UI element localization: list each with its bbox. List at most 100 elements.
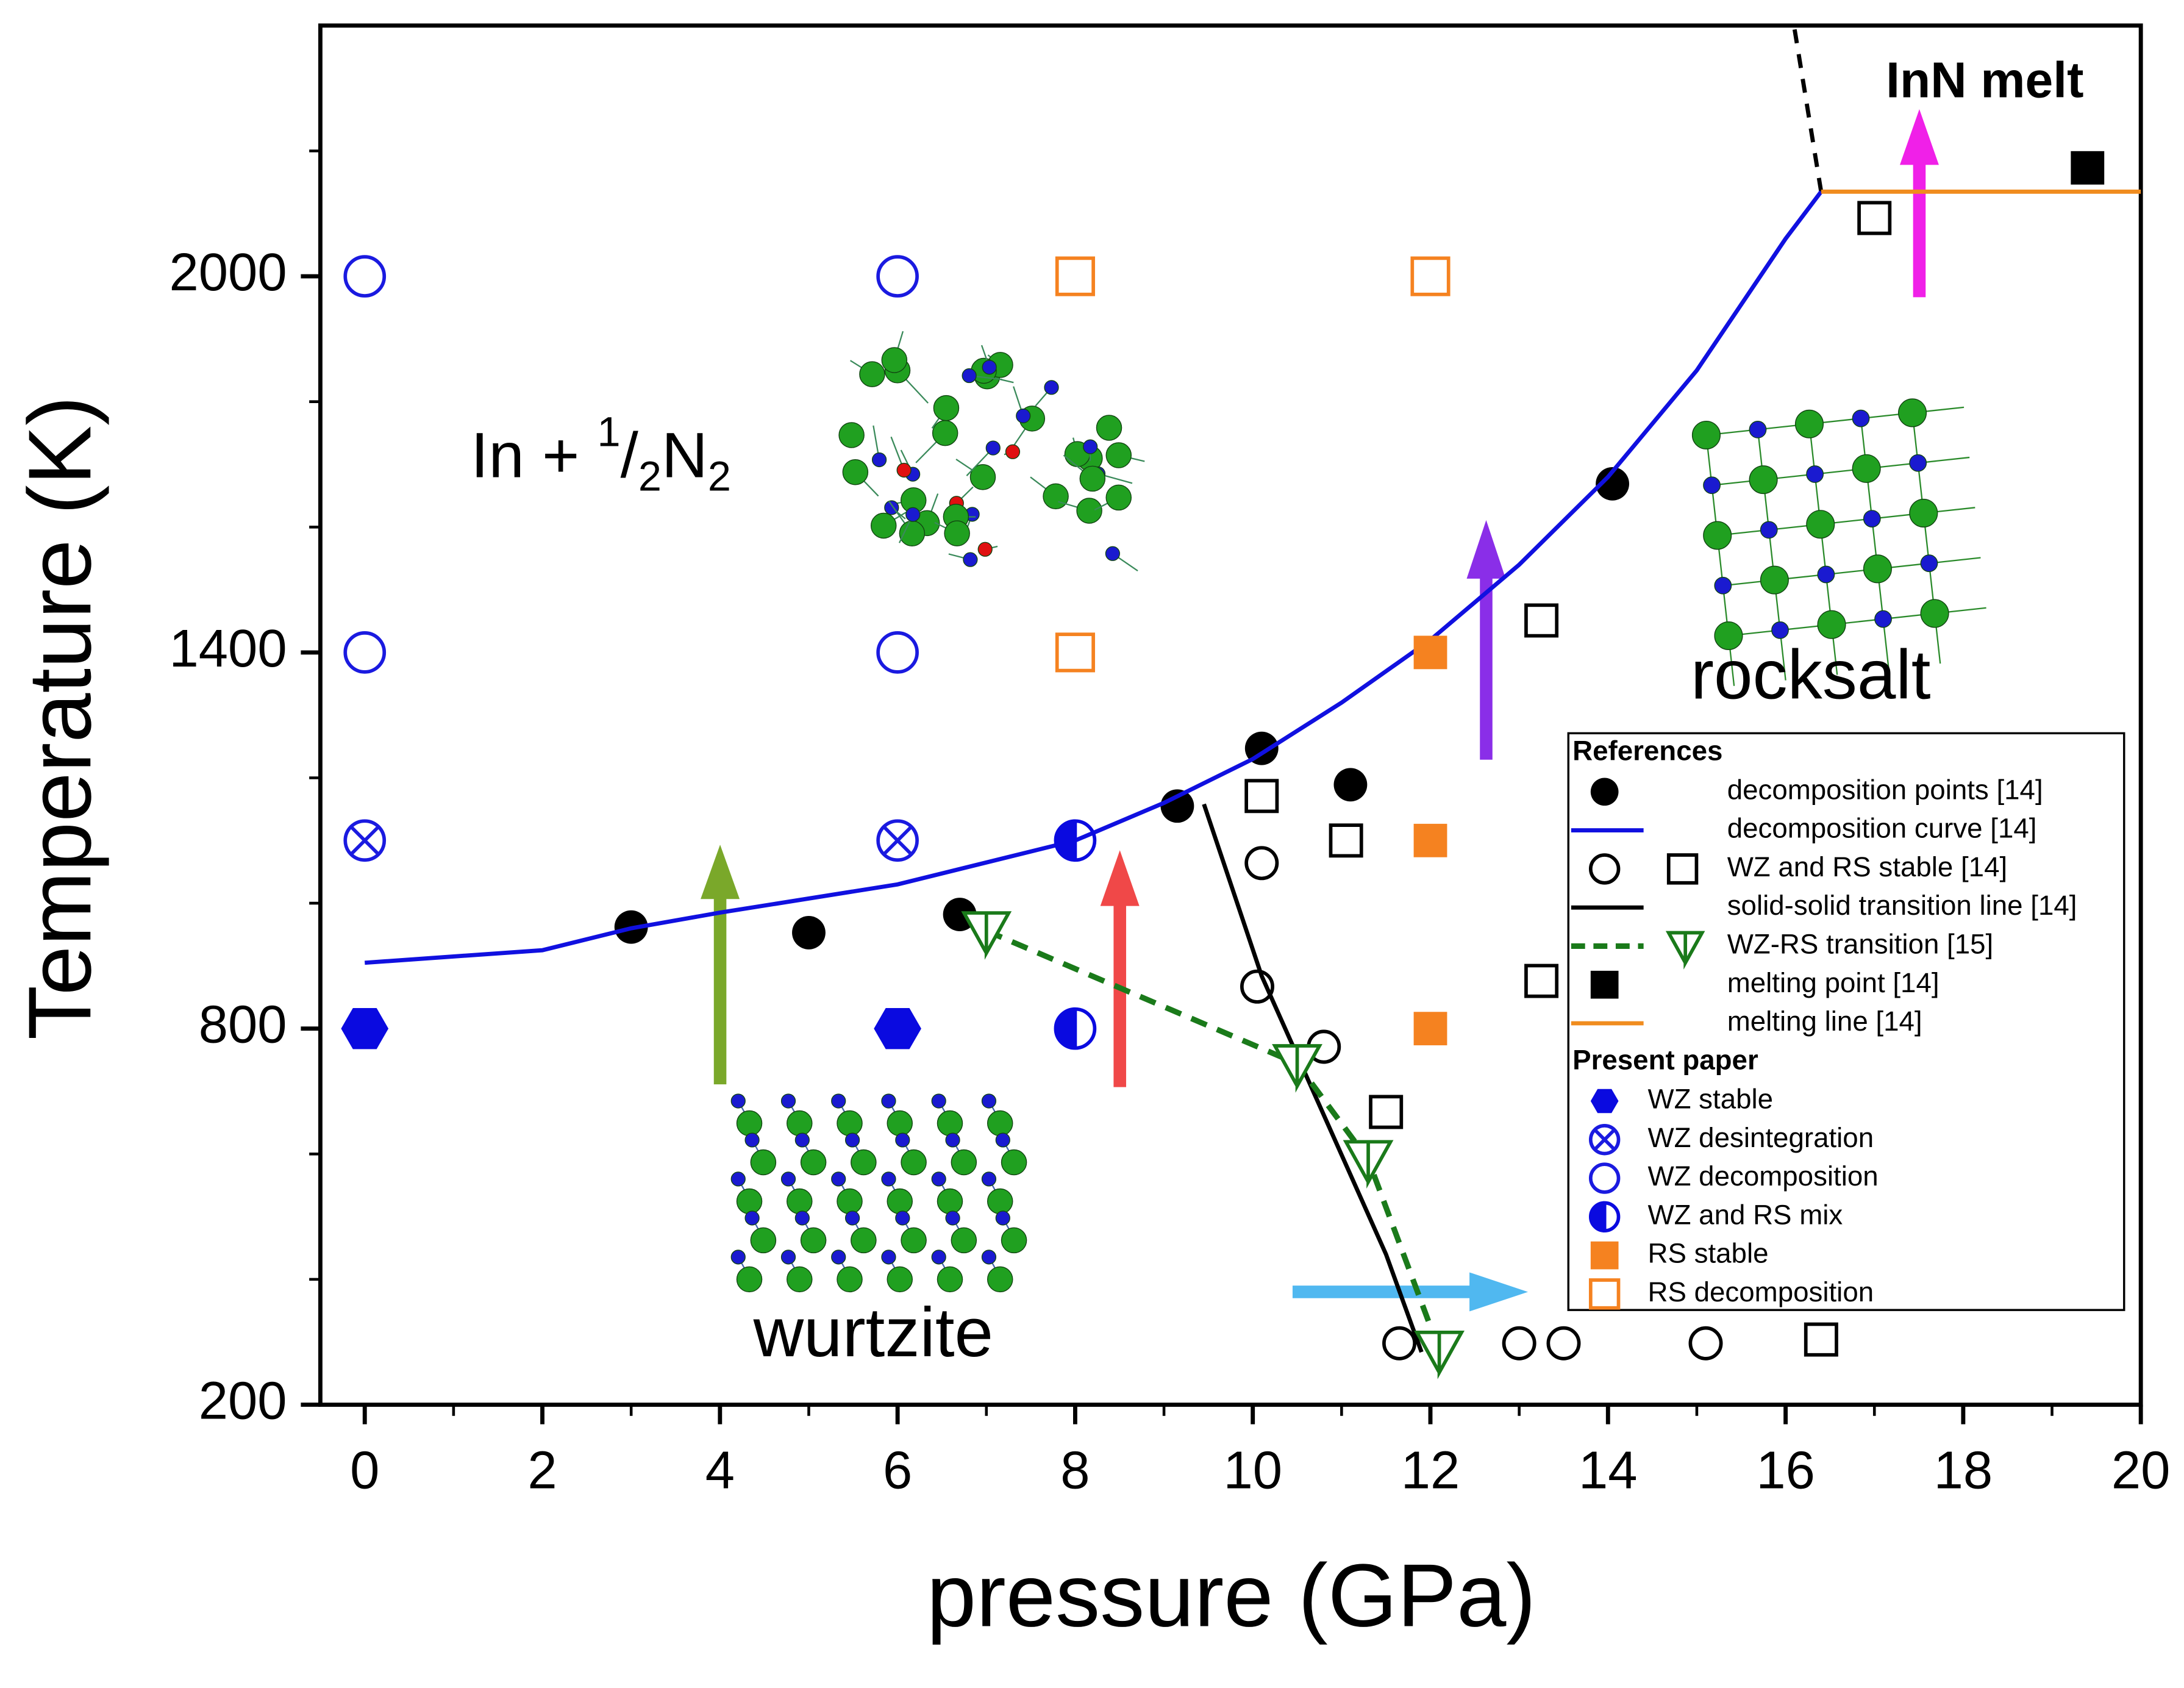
- arrow-head: [1466, 520, 1506, 579]
- plot-frame: [318, 23, 2143, 1407]
- atom: [736, 1266, 763, 1293]
- atom: [1079, 465, 1106, 492]
- atom: [881, 347, 908, 373]
- legend-label: RS decomposition: [1647, 1276, 1874, 1307]
- atom: [800, 1227, 827, 1254]
- y-tick-label: 1400: [170, 619, 287, 678]
- atom: [1076, 498, 1102, 524]
- arrow-head: [701, 845, 740, 899]
- atom: [895, 1211, 910, 1226]
- atom: [831, 1171, 846, 1187]
- atom: [730, 1250, 746, 1265]
- label-part: 1: [598, 409, 621, 456]
- line: [985, 928, 1442, 1351]
- x-tick-label: 4: [705, 1441, 735, 1500]
- phase-label: rocksalt: [1691, 637, 1931, 714]
- point: [1524, 603, 1559, 638]
- atom: [750, 1227, 777, 1254]
- point: [1343, 1140, 1394, 1189]
- atom: [1817, 610, 1846, 639]
- atom: [1105, 442, 1132, 468]
- atom: [1852, 454, 1881, 483]
- atom: [931, 1250, 946, 1265]
- atom: [837, 1188, 863, 1215]
- atom: [963, 552, 978, 567]
- atom: [981, 1093, 997, 1109]
- point: [876, 819, 919, 862]
- point: [1546, 1326, 1581, 1361]
- atom: [787, 1188, 813, 1215]
- atom: [985, 440, 1001, 456]
- atom: [1863, 554, 1892, 584]
- atom: [969, 464, 996, 490]
- arrow-head: [1469, 1272, 1529, 1312]
- point: [1054, 819, 1097, 862]
- point: [1502, 1326, 1536, 1361]
- point: [1413, 1012, 1447, 1046]
- point: [343, 631, 387, 674]
- atom: [962, 368, 977, 384]
- atom: [831, 1093, 846, 1109]
- atom: [851, 1227, 877, 1254]
- atom: [1105, 484, 1132, 511]
- atom: [977, 542, 993, 557]
- phase-label: InN melt: [1886, 53, 2083, 109]
- point: [961, 911, 1012, 960]
- atom: [951, 1149, 977, 1176]
- atom: [982, 360, 997, 375]
- atom: [944, 520, 970, 546]
- atom: [937, 1110, 963, 1137]
- atom: [881, 1093, 896, 1109]
- atom: [831, 1250, 846, 1265]
- point: [1369, 1095, 1404, 1129]
- point: [1588, 1278, 1621, 1310]
- atom: [1105, 546, 1120, 561]
- point: [1590, 778, 1619, 806]
- atom: [837, 1110, 863, 1137]
- point: [1588, 1124, 1621, 1156]
- atom: [780, 1093, 796, 1109]
- atom: [1096, 415, 1122, 441]
- x-tick-label: 12: [1401, 1441, 1460, 1500]
- atom: [887, 1110, 913, 1137]
- atom: [1714, 576, 1732, 595]
- point: [1244, 846, 1279, 881]
- x-tick-label: 18: [1934, 1441, 1993, 1500]
- atom: [1898, 398, 1927, 427]
- atom: [901, 1227, 927, 1254]
- crystal-decorations: [730, 331, 1986, 1293]
- legend-label: WZ-RS transition [15]: [1727, 929, 1994, 960]
- atom: [901, 1149, 927, 1176]
- atom: [995, 1211, 1010, 1226]
- legend-label: melting line [14]: [1727, 1006, 1922, 1037]
- point: [876, 631, 919, 674]
- atom: [1760, 565, 1789, 595]
- atom: [995, 1132, 1010, 1148]
- y-tick-label: 2000: [170, 243, 287, 302]
- atom: [1749, 465, 1778, 495]
- atom: [1001, 1149, 1027, 1176]
- point: [1590, 1089, 1619, 1114]
- atom: [730, 1171, 746, 1187]
- atom: [844, 1132, 860, 1148]
- atom: [945, 1211, 960, 1226]
- point: [1590, 1241, 1619, 1270]
- point: [1688, 1326, 1723, 1361]
- atom: [945, 1132, 960, 1148]
- x-tick-label: 0: [350, 1441, 379, 1500]
- atom: [1691, 420, 1721, 450]
- point: [1414, 1330, 1465, 1379]
- atom: [1703, 521, 1732, 550]
- point: [1665, 931, 1705, 970]
- y-tick-label: 800: [199, 995, 287, 1054]
- label-part: 2: [708, 453, 731, 500]
- atom: [1874, 610, 1892, 628]
- x-tick-label: 6: [883, 1441, 912, 1500]
- atom: [800, 1149, 827, 1176]
- atom: [937, 1266, 963, 1293]
- atom: [870, 512, 897, 539]
- atom: [937, 1188, 963, 1215]
- atom: [1806, 465, 1824, 483]
